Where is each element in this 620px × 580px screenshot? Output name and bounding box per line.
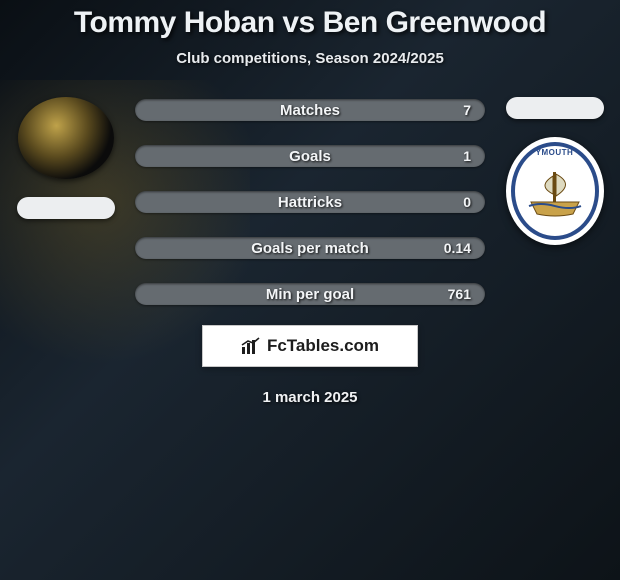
player-left-photo bbox=[18, 97, 114, 179]
comparison-card: Tommy Hoban vs Ben Greenwood Club compet… bbox=[0, 0, 620, 406]
stat-label: Min per goal bbox=[266, 286, 354, 303]
stat-label: Hattricks bbox=[278, 194, 342, 211]
stat-label: Matches bbox=[280, 102, 340, 119]
stat-value: 1 bbox=[463, 148, 471, 164]
footer: FcTables.com 1 march 2025 bbox=[0, 325, 620, 406]
stat-row-goals: Goals 1 bbox=[135, 145, 485, 167]
stat-row-hattricks: Hattricks 0 bbox=[135, 191, 485, 213]
player-right: YMOUTH bbox=[497, 97, 612, 245]
stat-value: 761 bbox=[448, 286, 471, 302]
stat-value: 0 bbox=[463, 194, 471, 210]
ship-icon bbox=[525, 166, 585, 218]
brand-text: FcTables.com bbox=[267, 336, 379, 356]
club-badge-text: YMOUTH bbox=[515, 148, 595, 157]
player-left bbox=[8, 97, 123, 219]
main-row: Matches 7 Goals 1 Hattricks 0 Goals per … bbox=[0, 97, 620, 305]
date-text: 1 march 2025 bbox=[262, 389, 357, 406]
stat-row-matches: Matches 7 bbox=[135, 99, 485, 121]
stat-row-gpm: Goals per match 0.14 bbox=[135, 237, 485, 259]
player-right-name-pill bbox=[506, 97, 604, 119]
stats-column: Matches 7 Goals 1 Hattricks 0 Goals per … bbox=[135, 99, 485, 305]
stat-value: 0.14 bbox=[444, 240, 471, 256]
stat-label: Goals per match bbox=[251, 240, 369, 257]
stat-value: 7 bbox=[463, 102, 471, 118]
chart-icon bbox=[241, 337, 261, 355]
stat-label: Goals bbox=[289, 148, 331, 165]
club-badge-inner: YMOUTH bbox=[511, 142, 599, 240]
stat-row-mpg: Min per goal 761 bbox=[135, 283, 485, 305]
subtitle: Club competitions, Season 2024/2025 bbox=[0, 50, 620, 67]
club-badge: YMOUTH bbox=[506, 137, 604, 245]
brand-box[interactable]: FcTables.com bbox=[202, 325, 418, 367]
page-title: Tommy Hoban vs Ben Greenwood bbox=[0, 6, 620, 40]
player-left-name-pill bbox=[17, 197, 115, 219]
